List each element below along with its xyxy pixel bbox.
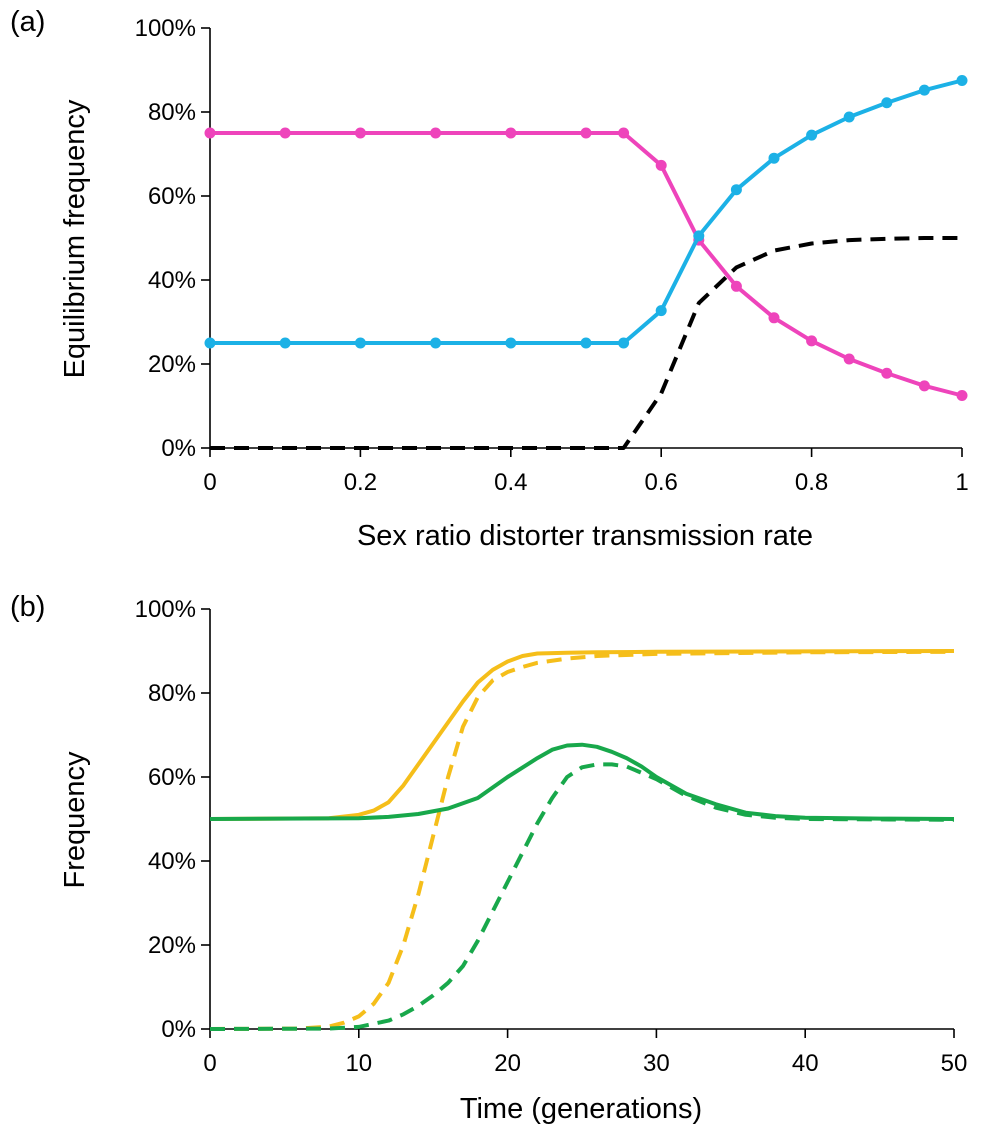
panel-a-y-tick-label: 80% [148, 99, 196, 126]
panel-b-chart: (b) 0% 20% 40% 60% 80% 100% 0 10 20 30 40 50 Time (… [10, 591, 967, 1125]
panel-a-series-1-point [768, 152, 780, 164]
panel-a-series-0-point [505, 127, 517, 139]
panel-a-series-1-point [580, 337, 592, 349]
panel-a-series-1-point [655, 305, 667, 317]
panel-b-label: (b) [10, 591, 45, 623]
panel-a-series-1-point [881, 97, 893, 109]
panel-a-series-1-point [956, 75, 968, 86]
panel-b-x-tick-label: 30 [643, 1050, 670, 1077]
panel-a-series-1-line [210, 78, 963, 345]
panel-b-y-tick-label: 60% [148, 764, 196, 791]
panel-a-series-1-point [204, 337, 216, 349]
panel-b-y-tick-label: 20% [148, 932, 196, 959]
panel-a-series-1-point [693, 230, 705, 242]
panel-a-series-1-point [430, 337, 442, 349]
panel-a-y-tick-label: 40% [148, 267, 196, 294]
panel-a-x-tick-label: 0.6 [645, 469, 678, 496]
panel-a-axis-ticks: 0% 20% 40% 60% 80% 100% 0 0.2 0.4 0.6 0.8 1 [135, 15, 969, 496]
panel-a-y-tick-label: 100% [135, 15, 196, 42]
panel-a-label: (a) [10, 6, 45, 38]
panel-b-x-axis-title: Time (generations) [460, 1093, 702, 1125]
panel-a-series-0-point [430, 127, 442, 139]
panel-a-chart: (a) 0% 20% 40% 60% 80% 100% 0 0.2 0.4 0.6 0.8 1 Sex… [10, 6, 969, 552]
panel-b-x-tick-label: 10 [345, 1050, 372, 1077]
panel-a-series-0-point [881, 367, 893, 379]
panel-a-series-1-point [730, 184, 742, 196]
panel-a-x-axis-title: Sex ratio distorter transmission rate [357, 520, 813, 552]
panel-b-series-3-line [209, 762, 955, 1031]
panel-a-series-0-point [918, 380, 930, 392]
panel-a-x-tick-label: 0.4 [494, 469, 527, 496]
panel-b-y-axis-title: Frequency [59, 751, 91, 889]
panel-b-x-tick-label: 0 [203, 1050, 216, 1077]
panel-b-series-1-line [209, 649, 955, 1031]
panel-a-series-0-point [354, 127, 366, 139]
panel-b-series-2-line [209, 742, 955, 821]
panel-b-y-tick-label: 0% [161, 1016, 196, 1043]
panel-a-series-0-point [730, 280, 742, 292]
panel-a-series-1-point [505, 337, 517, 349]
panel-a-x-tick-label: 0 [203, 469, 216, 496]
panel-a-series-0-point [806, 335, 818, 347]
panel-b-x-tick-label: 20 [494, 1050, 521, 1077]
panel-a-series-1-point [918, 84, 930, 96]
panel-a-series-0-point [279, 127, 291, 139]
panel-b-x-tick-label: 40 [792, 1050, 819, 1077]
panel-a-series-0-point [768, 312, 780, 324]
panel-b-axis-ticks: 0% 20% 40% 60% 80% 100% 0 10 20 30 40 50 [135, 596, 968, 1077]
panel-b-y-tick-label: 80% [148, 680, 196, 707]
panel-a-series-0-point [956, 390, 968, 401]
panel-a-y-tick-label: 20% [148, 351, 196, 378]
panel-a-series-group [204, 75, 968, 450]
panel-b-y-tick-label: 40% [148, 848, 196, 875]
panel-a-x-tick-label: 0.8 [795, 469, 828, 496]
panel-a-series-1-point [806, 129, 818, 141]
panel-a-y-axis-title: Equilibrium frequency [59, 99, 91, 378]
panel-b-y-tick-label: 100% [135, 596, 196, 623]
panel-a-x-tick-label: 1 [955, 469, 968, 496]
panel-a-series-0-point [618, 127, 630, 139]
panel-a-series-0-point [580, 127, 592, 139]
panel-a-series-1-point [618, 337, 630, 349]
panel-a-series-0-point [843, 353, 855, 365]
panel-a-series-1-point [354, 337, 366, 349]
panel-a-y-tick-label: 60% [148, 183, 196, 210]
panel-a-series-0-line [210, 131, 963, 398]
panel-a-series-1-point [279, 337, 291, 349]
panel-a-series-2-line [210, 236, 962, 450]
panel-a-y-tick-label: 0% [161, 435, 196, 462]
panel-b-series-group [209, 649, 955, 1031]
panel-b-x-tick-label: 50 [941, 1050, 968, 1077]
panel-a-series-1-point [843, 111, 855, 123]
panel-b-series-0-line [209, 649, 955, 821]
panel-a-series-0-point [655, 159, 667, 171]
panel-a-series-0-point [204, 127, 216, 139]
panel-a-x-tick-label: 0.2 [344, 469, 377, 496]
